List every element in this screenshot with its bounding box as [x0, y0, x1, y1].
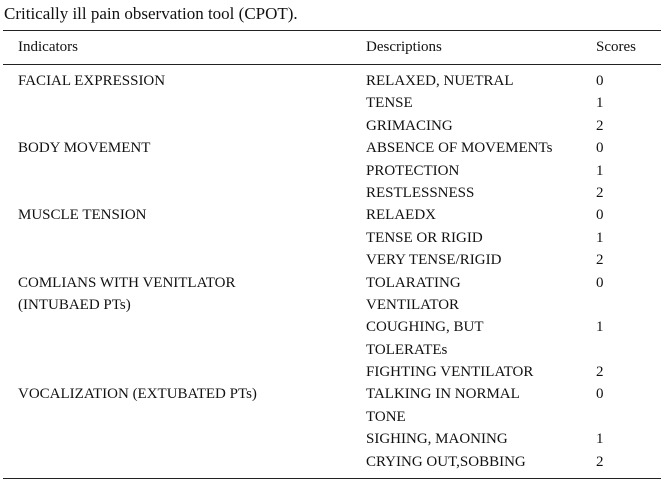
- description-cell: SIGHING, MAONING: [366, 431, 508, 448]
- indicator-cell: VOCALIZATION (EXTUBATED PTs): [18, 386, 257, 403]
- score-cell: 0: [596, 207, 604, 224]
- table-row: VOCALIZATION (EXTUBATED PTs) TALKING IN N…: [0, 383, 666, 405]
- table-caption: Critically ill pain observation tool (CP…: [4, 4, 298, 23]
- bottom-rule: [3, 478, 661, 479]
- description-cell: VENTILATOR: [366, 296, 460, 313]
- description-cell: TALKING IN NORMAL: [366, 386, 520, 403]
- table-row: FACIAL EXPRESSION RELAXED, NUETRAL 0: [0, 70, 666, 92]
- description-cell: TONE: [366, 408, 406, 425]
- description-cell: FIGHTING VENTILATOR: [366, 364, 534, 381]
- indicator-cell: MUSCLE TENSION: [18, 207, 147, 224]
- score-cell: 2: [596, 453, 604, 470]
- table-row: TENSE 1: [0, 92, 666, 114]
- score-cell: 1: [596, 229, 604, 246]
- indicator-cell: (INTUBAED PTs): [18, 296, 131, 313]
- table-row: PROTECTION 1: [0, 160, 666, 182]
- table-row: CRYING OUT,SOBBING 2: [0, 451, 666, 473]
- description-cell: RELAXED, NUETRAL: [366, 73, 514, 89]
- table-row: TONE: [0, 406, 666, 428]
- table-row: (INTUBAED PTs) VENTILATOR: [0, 294, 666, 316]
- table-row: COUGHING, BUT 1: [0, 316, 666, 338]
- table-row: SIGHING, MAONING 1: [0, 428, 666, 450]
- indicator-cell: FACIAL EXPRESSION: [18, 73, 166, 89]
- description-cell: TENSE: [366, 95, 413, 112]
- table-body: FACIAL EXPRESSION RELAXED, NUETRAL 0 TENSE 1…: [0, 70, 666, 473]
- header-rule: [3, 64, 661, 65]
- description-cell: RELAEDX: [366, 207, 436, 224]
- description-cell: RESTLESSNESS: [366, 184, 475, 201]
- table-row: FIGHTING VENTILATOR 2: [0, 361, 666, 383]
- table-row: TENSE OR RIGID 1: [0, 227, 666, 249]
- score-cell: 2: [596, 117, 604, 134]
- score-cell: 1: [596, 319, 604, 336]
- description-cell: TOLARATING: [366, 274, 461, 291]
- score-cell: 0: [596, 386, 604, 403]
- description-cell: PROTECTION: [366, 162, 460, 179]
- description-cell: ABSENCE OF MOVEMENTs: [366, 140, 553, 157]
- table-row: TOLERATEs: [0, 339, 666, 361]
- score-cell: 2: [596, 184, 604, 201]
- description-cell: COUGHING, BUT: [366, 319, 484, 336]
- description-cell: VERY TENSE/RIGID: [366, 252, 502, 269]
- score-cell: 0: [596, 274, 604, 291]
- score-cell: 1: [596, 431, 604, 448]
- score-cell: 2: [596, 252, 604, 269]
- indicator-cell: COMLIANS WITH VENITLATOR: [18, 274, 236, 291]
- description-cell: GRIMACING: [366, 117, 453, 134]
- score-cell: 1: [596, 95, 604, 112]
- table-row: RESTLESSNESS 2: [0, 182, 666, 204]
- score-cell: 0: [596, 140, 604, 157]
- table-row: VERY TENSE/RIGID 2: [0, 249, 666, 271]
- table-row: BODY MOVEMENT ABSENCE OF MOVEMENTs 0: [0, 137, 666, 159]
- description-cell: TENSE OR RIGID: [366, 229, 483, 246]
- indicator-cell: BODY MOVEMENT: [18, 140, 151, 157]
- top-rule: [3, 30, 661, 31]
- header-scores: Scores: [596, 39, 636, 55]
- description-cell: CRYING OUT,SOBBING: [366, 453, 526, 470]
- score-cell: 1: [596, 162, 604, 179]
- header-indicators: Indicators: [18, 39, 78, 55]
- header-descriptions: Descriptions: [366, 39, 442, 55]
- table-row: COMLIANS WITH VENITLATOR TOLARATING 0: [0, 272, 666, 294]
- table-row: MUSCLE TENSION RELAEDX 0: [0, 204, 666, 226]
- score-cell: 0: [596, 73, 604, 89]
- table-row: GRIMACING 2: [0, 115, 666, 137]
- score-cell: 2: [596, 364, 604, 381]
- description-cell: TOLERATEs: [366, 341, 448, 358]
